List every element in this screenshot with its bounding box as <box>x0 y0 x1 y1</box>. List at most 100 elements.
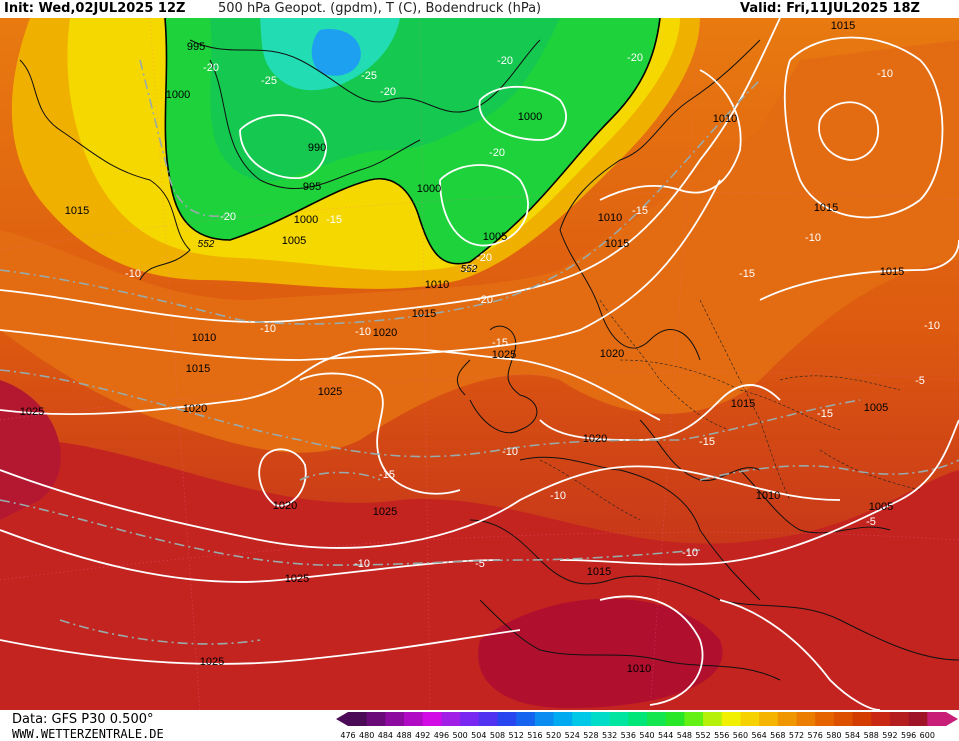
temperature-label: -10 <box>125 268 141 280</box>
legend-tick-label: 568 <box>770 731 785 740</box>
site-name: WWW.WETTERZENTRALE.DE <box>12 727 164 741</box>
svg-text:-15: -15 <box>492 337 508 349</box>
svg-text:-10: -10 <box>805 232 821 244</box>
legend-swatch <box>647 712 667 726</box>
svg-text:1015: 1015 <box>731 398 755 410</box>
isobar-label: 1025 <box>373 506 397 518</box>
svg-text:990: 990 <box>308 142 326 154</box>
svg-text:-10: -10 <box>502 446 518 458</box>
legend-swatch <box>460 712 480 726</box>
svg-text:-5: -5 <box>866 516 876 528</box>
legend-swatch <box>404 712 424 726</box>
legend-swatch <box>422 712 442 726</box>
svg-text:1000: 1000 <box>166 89 190 101</box>
legend-tick-label: 476 <box>340 731 355 740</box>
legend-tick-label: 492 <box>415 731 430 740</box>
svg-text:-10: -10 <box>260 323 276 335</box>
svg-text:1010: 1010 <box>598 212 622 224</box>
isobar-label: 1025 <box>200 656 224 668</box>
svg-text:-10: -10 <box>550 490 566 502</box>
isobar-label: 1000 <box>166 89 190 101</box>
legend-tick-label: 556 <box>714 731 729 740</box>
temperature-label: -10 <box>924 320 940 332</box>
temperature-label: -20 <box>220 211 236 223</box>
svg-text:-10: -10 <box>877 68 893 80</box>
legend-swatch <box>497 712 517 726</box>
svg-text:-20: -20 <box>220 211 236 223</box>
legend-tick-label: 488 <box>396 731 411 740</box>
legend-swatch <box>516 712 536 726</box>
svg-text:-15: -15 <box>326 214 342 226</box>
legend-swatch <box>366 712 386 726</box>
svg-text:1020: 1020 <box>583 433 607 445</box>
init-time: Init: Wed,02JUL2025 12Z <box>4 1 186 16</box>
legend-swatch <box>348 712 368 726</box>
map-header: Init: Wed,02JUL2025 12Z 500 hPa Geopot. … <box>0 0 959 18</box>
graticule <box>0 17 959 711</box>
geopotential-label: 552 <box>198 239 215 250</box>
svg-text:-5: -5 <box>475 558 485 570</box>
temperature-label: -10 <box>805 232 821 244</box>
legend-tick-label: 516 <box>527 731 542 740</box>
svg-text:1000: 1000 <box>294 214 318 226</box>
legend-swatch <box>590 712 611 726</box>
legend-swatch <box>572 712 592 726</box>
svg-text:1010: 1010 <box>425 279 449 291</box>
temperature-label: -25 <box>361 70 377 82</box>
legend-swatch <box>852 712 872 726</box>
isobar-label: 990 <box>308 142 326 154</box>
legend-tick-label: 508 <box>490 731 505 740</box>
isobar-label: 1010 <box>627 663 651 675</box>
legend-tick-label: 584 <box>845 731 860 740</box>
svg-text:1025: 1025 <box>373 506 397 518</box>
svg-text:1005: 1005 <box>869 501 893 513</box>
borders <box>539 299 921 521</box>
svg-text:-15: -15 <box>739 268 755 280</box>
legend-arrow-left <box>336 712 348 726</box>
temperature-label: -15 <box>739 268 755 280</box>
isobar-label: 1025 <box>492 349 516 361</box>
svg-text:1015: 1015 <box>186 363 210 375</box>
temperature-label: -20 <box>477 294 493 306</box>
svg-text:1005: 1005 <box>483 231 507 243</box>
legend-tick-label: 504 <box>471 731 486 740</box>
temperature-label: -15 <box>492 337 508 349</box>
svg-text:1010: 1010 <box>627 663 651 675</box>
svg-text:-15: -15 <box>817 408 833 420</box>
temperature-label: -25 <box>261 75 277 87</box>
legend-swatch <box>628 712 648 726</box>
isobar-label: 1015 <box>605 238 629 250</box>
svg-text:1000: 1000 <box>417 183 441 195</box>
temperature-label: -20 <box>476 252 492 264</box>
isobar-label: 1005 <box>483 231 507 243</box>
temperature-label: -20 <box>203 62 219 74</box>
isobar-label: 1005 <box>282 235 306 247</box>
svg-text:995: 995 <box>303 181 321 193</box>
legend-tick-label: 544 <box>658 731 673 740</box>
legend-swatch <box>908 712 928 726</box>
svg-text:1025: 1025 <box>200 656 224 668</box>
temperature-labels: -20 -25 -25 -20 -20 -20 -20 -20 -15 -20 … <box>125 52 940 570</box>
legend-tick-label: 536 <box>621 731 636 740</box>
isobar-label: 995 <box>303 181 321 193</box>
valid-time: Valid: Fri,11JUL2025 18Z <box>740 1 920 16</box>
legend-tick-label: 588 <box>864 731 879 740</box>
svg-text:-15: -15 <box>379 469 395 481</box>
isobar-label: 1010 <box>713 113 737 125</box>
svg-text:-10: -10 <box>682 547 698 559</box>
svg-text:1010: 1010 <box>713 113 737 125</box>
legend-tick-label: 512 <box>509 731 524 740</box>
legend-swatch <box>740 712 760 726</box>
isobar-label: 1015 <box>880 266 904 278</box>
legend-tick-label: 484 <box>378 731 393 740</box>
isobar-label: 1015 <box>65 205 89 217</box>
svg-text:-5: -5 <box>915 375 925 387</box>
legend-arrow-right <box>946 712 958 726</box>
temperature-label: -15 <box>817 408 833 420</box>
temperature-label: -20 <box>460 263 476 275</box>
geopotential-label: 552 <box>461 264 478 275</box>
isobar-label: 1015 <box>831 20 855 32</box>
temperature-label: -10 <box>550 490 566 502</box>
isobar-label: 1010 <box>598 212 622 224</box>
legend-swatch <box>777 712 797 726</box>
